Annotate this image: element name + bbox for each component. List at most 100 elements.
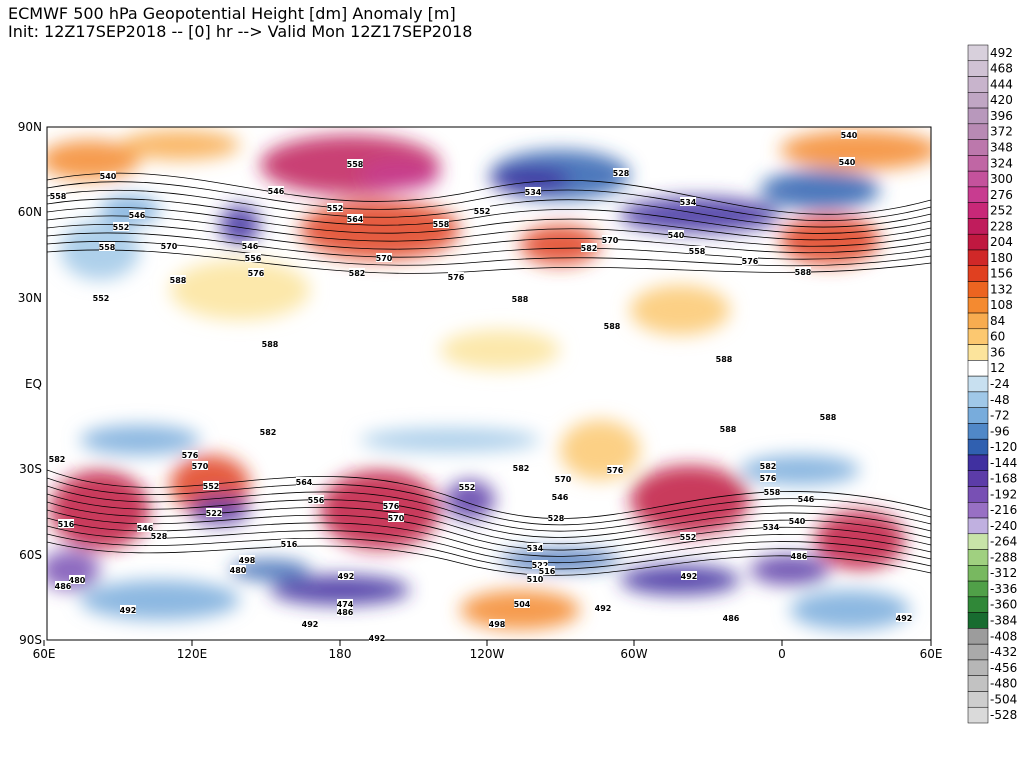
colorbar-swatch xyxy=(967,454,989,471)
colorbar-swatch xyxy=(967,233,989,251)
colorbar-swatch xyxy=(967,170,989,188)
colorbar-label: -336 xyxy=(990,582,1017,596)
anomaly-blob xyxy=(80,580,240,620)
anomaly-blob xyxy=(815,510,905,570)
contour-label-bg xyxy=(548,513,564,522)
contour-label-bg xyxy=(489,619,505,628)
colorbar-label: -288 xyxy=(990,550,1017,564)
contour-label: 540 xyxy=(668,231,685,240)
contour-label: 498 xyxy=(239,556,256,565)
colorbar-swatch xyxy=(967,344,989,361)
colorbar-label: -312 xyxy=(990,566,1017,580)
contour-label: 504 xyxy=(514,600,531,609)
colorbar-swatch xyxy=(967,92,989,109)
contour-label: 492 xyxy=(302,620,319,629)
contour-label: 516 xyxy=(539,567,556,576)
anomaly-blob xyxy=(760,170,880,210)
contour-label-bg xyxy=(763,522,779,531)
contour-label: 576 xyxy=(760,474,777,483)
colorbar-swatch xyxy=(967,706,989,724)
contour-label-bg xyxy=(798,494,814,503)
contour-label-bg xyxy=(720,424,736,433)
colorbar-swatch xyxy=(967,155,989,172)
colorbar-swatch xyxy=(967,675,989,692)
contour-line xyxy=(47,541,931,576)
colorbar-label: -168 xyxy=(990,472,1017,486)
contour-label: 492 xyxy=(896,614,913,623)
colorbar-label: -240 xyxy=(990,519,1017,533)
contour-label-bg xyxy=(58,519,74,528)
contour-label-bg xyxy=(795,267,811,276)
contour-label: 588 xyxy=(795,268,812,277)
contour-line xyxy=(47,533,931,570)
colorbar-swatch xyxy=(967,691,989,708)
contour-label-bg xyxy=(514,599,530,608)
contour-label: 576 xyxy=(607,466,624,475)
contour-label-bg xyxy=(723,613,739,622)
contour-label: 480 xyxy=(230,566,247,575)
contour-label: 498 xyxy=(489,620,506,629)
anomaly-blob xyxy=(170,260,310,320)
anomaly-blob xyxy=(445,480,495,520)
contour-label: 588 xyxy=(262,340,279,349)
colorbar-label: 324 xyxy=(990,156,1013,170)
contour-label-bg xyxy=(513,463,529,472)
anomaly-blob xyxy=(520,225,600,265)
contour-line xyxy=(47,477,931,526)
anomaly-blob xyxy=(360,428,540,452)
colorbar-label: -360 xyxy=(990,598,1017,612)
colorbar-swatch xyxy=(967,470,989,487)
contour-label: 528 xyxy=(548,514,565,523)
anomaly-blob xyxy=(360,160,440,190)
contour-label-bg xyxy=(93,293,109,302)
contour-label: 570 xyxy=(376,254,393,263)
contour-label: 552 xyxy=(113,223,130,232)
colorbar-label: 492 xyxy=(990,46,1013,60)
contour-label-bg xyxy=(820,412,836,421)
contour-label: 588 xyxy=(716,355,733,364)
lat-label: EQ xyxy=(25,377,42,391)
contour-label: 552 xyxy=(474,207,491,216)
contour-label: 516 xyxy=(281,540,298,549)
colorbar-swatch xyxy=(967,612,989,629)
contour-label: 564 xyxy=(296,478,313,487)
contour-label-bg xyxy=(338,571,354,580)
anomaly-blob xyxy=(620,197,780,233)
contour-label-bg xyxy=(680,532,696,541)
lon-label: 180 xyxy=(329,647,352,661)
contour-label: 576 xyxy=(448,273,465,282)
colorbar-label: -48 xyxy=(990,393,1010,407)
contour-label: 570 xyxy=(192,462,209,471)
contour-label: 528 xyxy=(613,169,630,178)
colorbar-swatch xyxy=(967,139,989,156)
contour-label: 576 xyxy=(248,269,265,278)
colorbar-swatch xyxy=(967,407,989,424)
contour-label: 558 xyxy=(689,247,706,256)
colorbar-label: -504 xyxy=(990,692,1017,706)
anomaly-blob xyxy=(440,330,560,370)
contour-label: 558 xyxy=(99,243,116,252)
contour-label-bg xyxy=(170,275,186,284)
contour-label-bg xyxy=(161,241,177,250)
contour-label-bg xyxy=(49,454,65,463)
anomaly-blob xyxy=(620,565,740,595)
contour-line xyxy=(47,493,931,538)
contour-label-bg xyxy=(595,603,611,612)
contour-label-bg xyxy=(760,461,776,470)
contour-label-bg xyxy=(55,581,71,590)
subtitle: Init: 12Z17SEP2018 -- [0] hr --> Valid M… xyxy=(8,22,472,41)
contour-label: 570 xyxy=(388,514,405,523)
colorbar-swatch xyxy=(967,297,989,314)
contour-label: 522 xyxy=(532,561,549,570)
contour-label-bg xyxy=(113,222,129,231)
contour-label: 492 xyxy=(120,606,137,615)
contour-label: 576 xyxy=(742,257,759,266)
contour-label-bg xyxy=(527,543,543,552)
colorbar-label: 108 xyxy=(990,298,1013,312)
lat-label: 30S xyxy=(19,462,42,476)
contour-label-bg xyxy=(242,241,258,250)
colorbar-label: 396 xyxy=(990,109,1013,123)
contour-label-bg xyxy=(512,294,528,303)
lon-label: 60E xyxy=(920,647,943,661)
contour-label: 540 xyxy=(789,517,806,526)
